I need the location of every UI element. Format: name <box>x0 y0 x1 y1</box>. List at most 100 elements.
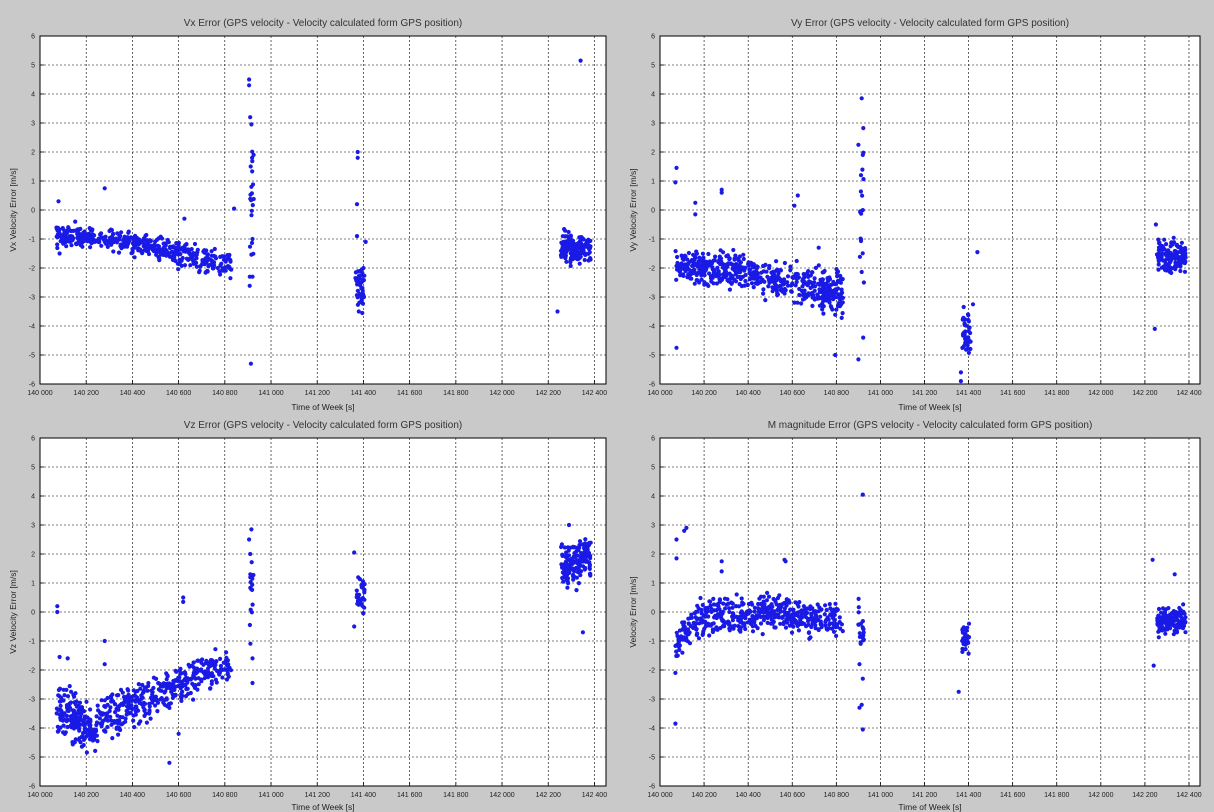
data-point <box>1177 609 1182 614</box>
data-point <box>88 245 93 250</box>
data-point <box>831 297 836 302</box>
data-point <box>165 673 170 678</box>
data-point <box>750 618 755 623</box>
data-point <box>721 623 726 629</box>
data-point <box>826 626 832 631</box>
data-point <box>113 702 118 707</box>
data-point <box>680 650 685 655</box>
plot-title: Vx Error (GPS velocity - Velocity calcul… <box>184 18 462 29</box>
data-point <box>144 247 149 252</box>
data-point <box>785 283 791 288</box>
data-point <box>827 300 832 305</box>
data-point <box>356 277 361 282</box>
data-point <box>802 288 807 293</box>
data-point <box>806 274 811 279</box>
data-point <box>572 569 577 574</box>
data-point <box>85 732 90 737</box>
data-point <box>588 238 593 243</box>
data-point <box>839 287 844 292</box>
data-point <box>588 257 593 262</box>
data-point <box>121 694 127 700</box>
data-point <box>960 646 965 652</box>
data-point <box>722 596 728 601</box>
data-point <box>562 545 567 550</box>
data-point <box>704 608 709 614</box>
data-point <box>173 249 178 254</box>
data-point <box>738 625 744 630</box>
data-point <box>727 620 732 626</box>
data-point <box>861 335 866 340</box>
data-point <box>583 541 588 546</box>
data-point <box>730 614 735 619</box>
data-point <box>738 610 743 615</box>
y-tick-label: 1 <box>31 179 35 186</box>
x-tick-label: 140 000 <box>27 390 52 397</box>
data-point <box>1158 243 1163 248</box>
x-tick-label: 141 200 <box>305 792 330 799</box>
data-point <box>57 699 63 704</box>
data-point <box>1178 268 1183 274</box>
data-point <box>839 622 845 627</box>
data-point <box>738 629 743 634</box>
x-tick-label: 142 400 <box>582 390 607 397</box>
data-point <box>802 296 807 301</box>
y-tick-label: -4 <box>649 324 655 331</box>
data-point <box>129 251 134 256</box>
data-point <box>588 556 593 561</box>
plot-area <box>40 36 606 384</box>
data-point <box>587 560 592 565</box>
data-point <box>65 694 71 699</box>
data-point <box>829 626 835 631</box>
data-point <box>103 234 108 239</box>
y-tick-label: -1 <box>29 639 35 646</box>
data-point <box>213 256 219 261</box>
data-point <box>698 595 703 601</box>
data-point <box>719 187 724 192</box>
data-point <box>962 322 967 328</box>
data-point <box>1181 622 1186 627</box>
data-point <box>860 251 865 256</box>
data-point <box>813 265 819 270</box>
data-point <box>141 689 146 694</box>
data-point <box>137 700 142 706</box>
data-point <box>111 249 116 254</box>
data-point <box>360 288 365 293</box>
data-point <box>158 682 163 687</box>
data-point <box>840 277 845 282</box>
x-tick-label: 142 000 <box>1088 390 1113 397</box>
data-point <box>198 668 203 673</box>
data-point <box>833 287 838 292</box>
data-point <box>840 290 845 295</box>
data-point <box>192 241 198 247</box>
data-point <box>169 682 174 687</box>
data-point <box>115 720 120 725</box>
data-point <box>797 286 802 292</box>
data-point <box>109 718 114 723</box>
y-tick-label: -6 <box>649 784 655 791</box>
data-point <box>747 267 753 272</box>
plot-frame <box>659 437 1201 787</box>
y-tick-label: 3 <box>651 523 655 530</box>
grid: 140 000 140 200 140 400 140 600 140 800 141 0… <box>647 436 1201 800</box>
data-point <box>566 236 571 241</box>
data-point <box>148 716 153 721</box>
data-point <box>176 731 181 736</box>
data-point <box>1161 614 1166 619</box>
data-point <box>822 612 827 617</box>
data-point <box>858 173 864 178</box>
data-point <box>361 611 366 616</box>
data-point <box>560 570 566 575</box>
data-point <box>713 254 718 259</box>
y-axis-label: Velocity Error [m/s] <box>628 576 638 647</box>
data-point <box>191 251 196 256</box>
data-point <box>54 234 59 239</box>
x-tick-label: 141 800 <box>1044 792 1069 799</box>
data-point <box>760 278 765 283</box>
data-point <box>105 244 110 249</box>
data-point <box>247 244 253 249</box>
y-tick-label: 0 <box>651 208 655 215</box>
data-point <box>571 554 576 559</box>
data-point <box>817 296 822 301</box>
data-point <box>105 702 110 707</box>
